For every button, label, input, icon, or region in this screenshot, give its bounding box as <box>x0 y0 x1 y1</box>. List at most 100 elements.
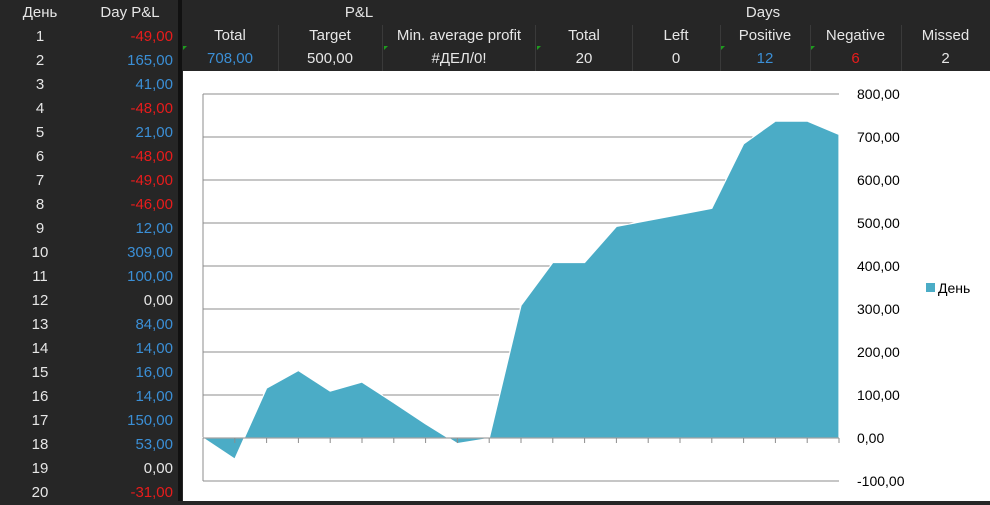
pnl-column-header: Day P&L <box>85 1 175 25</box>
summary-column-value: 20 <box>536 47 632 71</box>
summary-column-label: Min. average profit <box>383 25 535 47</box>
day-number: 16 <box>0 385 80 409</box>
summary-column-label: Total <box>536 25 632 47</box>
cell-note-marker <box>537 46 541 50</box>
day-pnl-value: 12,00 <box>80 217 173 241</box>
y-tick-label: -100,00 <box>857 473 905 489</box>
y-tick-label: 100,00 <box>857 387 900 403</box>
day-pnl-value: 150,00 <box>80 409 173 433</box>
day-pnl-value: -48,00 <box>80 97 173 121</box>
summary-column-label: Total <box>182 25 278 47</box>
day-number: 11 <box>0 265 80 289</box>
day-pnl-value: 21,00 <box>80 121 173 145</box>
day-pnl-value: 16,00 <box>80 361 173 385</box>
y-tick-label: 500,00 <box>857 215 900 231</box>
day-pnl-value: 100,00 <box>80 265 173 289</box>
summary-column-value: #ДЕЛ/0! <box>383 47 535 71</box>
day-pnl-value: -46,00 <box>80 193 173 217</box>
day-number: 17 <box>0 409 80 433</box>
summary-column[interactable]: Min. average profit#ДЕЛ/0! <box>383 25 536 71</box>
table-row: 8-46,00 <box>0 193 181 217</box>
summary-column-label: Negative <box>810 25 901 47</box>
days-group-title: Days <box>536 2 990 24</box>
summary-column-label: Left <box>632 25 720 47</box>
table-row: 6-48,00 <box>0 145 181 169</box>
day-number: 9 <box>0 217 80 241</box>
day-pnl-value: -31,00 <box>80 481 173 505</box>
day-number: 18 <box>0 433 80 457</box>
legend-swatch <box>926 283 935 292</box>
y-tick-label: 300,00 <box>857 301 900 317</box>
y-tick-label: 200,00 <box>857 344 900 360</box>
table-row: 7-49,00 <box>0 169 181 193</box>
day-pnl-value: 14,00 <box>80 337 173 361</box>
day-pnl-value: -49,00 <box>80 169 173 193</box>
day-number: 6 <box>0 145 80 169</box>
day-number: 13 <box>0 313 80 337</box>
table-row: 1-49,00 <box>0 25 181 49</box>
day-number: 4 <box>0 97 80 121</box>
table-header: День Day P&L <box>0 1 181 25</box>
summary-column-label: Positive <box>720 25 810 47</box>
day-pnl-value: -49,00 <box>80 25 173 49</box>
day-pnl-value: 84,00 <box>80 313 173 337</box>
summary-column-value: 500,00 <box>278 47 382 71</box>
day-pnl-value: 41,00 <box>80 73 173 97</box>
day-number: 14 <box>0 337 80 361</box>
day-number: 7 <box>0 169 80 193</box>
y-tick-label: 800,00 <box>857 86 900 102</box>
table-row: 20-31,00 <box>0 481 181 505</box>
day-pnl-value: -48,00 <box>80 145 173 169</box>
day-number: 8 <box>0 193 80 217</box>
day-number: 20 <box>0 481 80 505</box>
y-tick-label: 600,00 <box>857 172 900 188</box>
chart-canvas: -100,000,00100,00200,00300,00400,00500,0… <box>183 71 990 501</box>
day-number: 1 <box>0 25 80 49</box>
y-tick-label: 700,00 <box>857 129 900 145</box>
day-number: 5 <box>0 121 80 145</box>
day-number: 2 <box>0 49 80 73</box>
day-pnl-value: 53,00 <box>80 433 173 457</box>
day-number: 12 <box>0 289 80 313</box>
day-number: 19 <box>0 457 80 481</box>
summary-column-value: 2 <box>901 47 990 71</box>
summary-column-value: 12 <box>720 47 810 71</box>
day-number: 3 <box>0 73 80 97</box>
cell-note-marker <box>183 46 187 50</box>
table-row: 4-48,00 <box>0 97 181 121</box>
day-pnl-value: 309,00 <box>80 241 173 265</box>
summary-column-label: Target <box>278 25 382 47</box>
summary-column-value: 0 <box>632 47 720 71</box>
cell-note-marker <box>721 46 725 50</box>
legend-label: День <box>938 280 970 296</box>
summary-column-value: 708,00 <box>182 47 278 71</box>
column-separator <box>178 0 182 501</box>
summary-column-value: 6 <box>810 47 901 71</box>
pnl-group-title: P&L <box>182 2 536 24</box>
cell-note-marker <box>384 46 388 50</box>
day-number: 15 <box>0 361 80 385</box>
day-column-header: День <box>0 1 80 25</box>
area-series-dayn <box>203 121 839 459</box>
y-tick-label: 0,00 <box>857 430 884 446</box>
